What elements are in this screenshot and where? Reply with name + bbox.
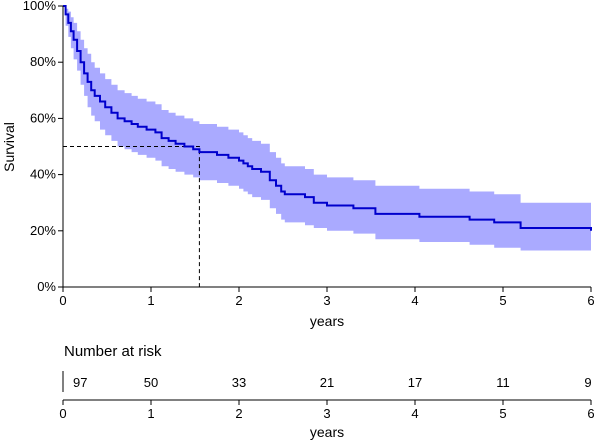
- x-tick-label: 5: [499, 293, 506, 308]
- risk-counts: 97 50 33 21 17 11 9: [73, 375, 592, 390]
- y-tick-label: 0%: [37, 279, 56, 294]
- y-tick-label: 20%: [30, 223, 56, 238]
- risk-count: 21: [320, 375, 334, 390]
- risk-count: 97: [73, 375, 87, 390]
- x-tick-label: 3: [323, 293, 330, 308]
- risk-table-title: Number at risk: [64, 343, 162, 360]
- x-axis-title: years: [310, 313, 344, 329]
- risk-x-tick-label: 1: [147, 406, 154, 421]
- risk-count: 9: [584, 375, 591, 390]
- y-axis-title: Survival: [1, 122, 17, 172]
- x-tick-label: 1: [147, 293, 154, 308]
- y-tick-label: 40%: [30, 167, 56, 182]
- x-tick-label: 2: [235, 293, 242, 308]
- risk-count: 33: [232, 375, 246, 390]
- risk-table: Number at risk 97 50 33 21 17 11 9 0 1 2 3 4 5 6 yea…: [59, 343, 594, 440]
- risk-x-tick-label: 3: [323, 406, 330, 421]
- survival-plot: 0 1 2 3 4 5 6 0% 20% 40% 60% 80% 100% years Surviva…: [1, 0, 595, 329]
- y-axis-ticks: 0% 20% 40% 60% 80% 100%: [23, 0, 63, 294]
- x-tick-label: 4: [411, 293, 418, 308]
- y-tick-label: 60%: [30, 110, 56, 125]
- risk-x-tick-label: 4: [411, 406, 418, 421]
- risk-count: 50: [144, 375, 158, 390]
- risk-count: 17: [408, 375, 422, 390]
- x-axis-ticks: 0 1 2 3 4 5 6: [59, 287, 595, 308]
- y-tick-label: 100%: [23, 0, 57, 13]
- survival-curve: [63, 5, 592, 231]
- x-tick-label: 0: [59, 293, 66, 308]
- risk-x-tick-label: 5: [499, 406, 506, 421]
- x-tick-label: 6: [587, 293, 594, 308]
- risk-x-axis-title: years: [310, 424, 344, 440]
- risk-axis-ticks: 0 1 2 3 4 5 6: [59, 400, 595, 421]
- risk-x-tick-label: 0: [59, 406, 66, 421]
- confidence-band: [63, 6, 591, 254]
- y-tick-label: 80%: [30, 54, 56, 69]
- risk-x-tick-label: 2: [235, 406, 242, 421]
- median-reference-lines: [63, 146, 200, 287]
- risk-x-tick-label: 6: [587, 406, 594, 421]
- risk-count: 11: [496, 375, 510, 390]
